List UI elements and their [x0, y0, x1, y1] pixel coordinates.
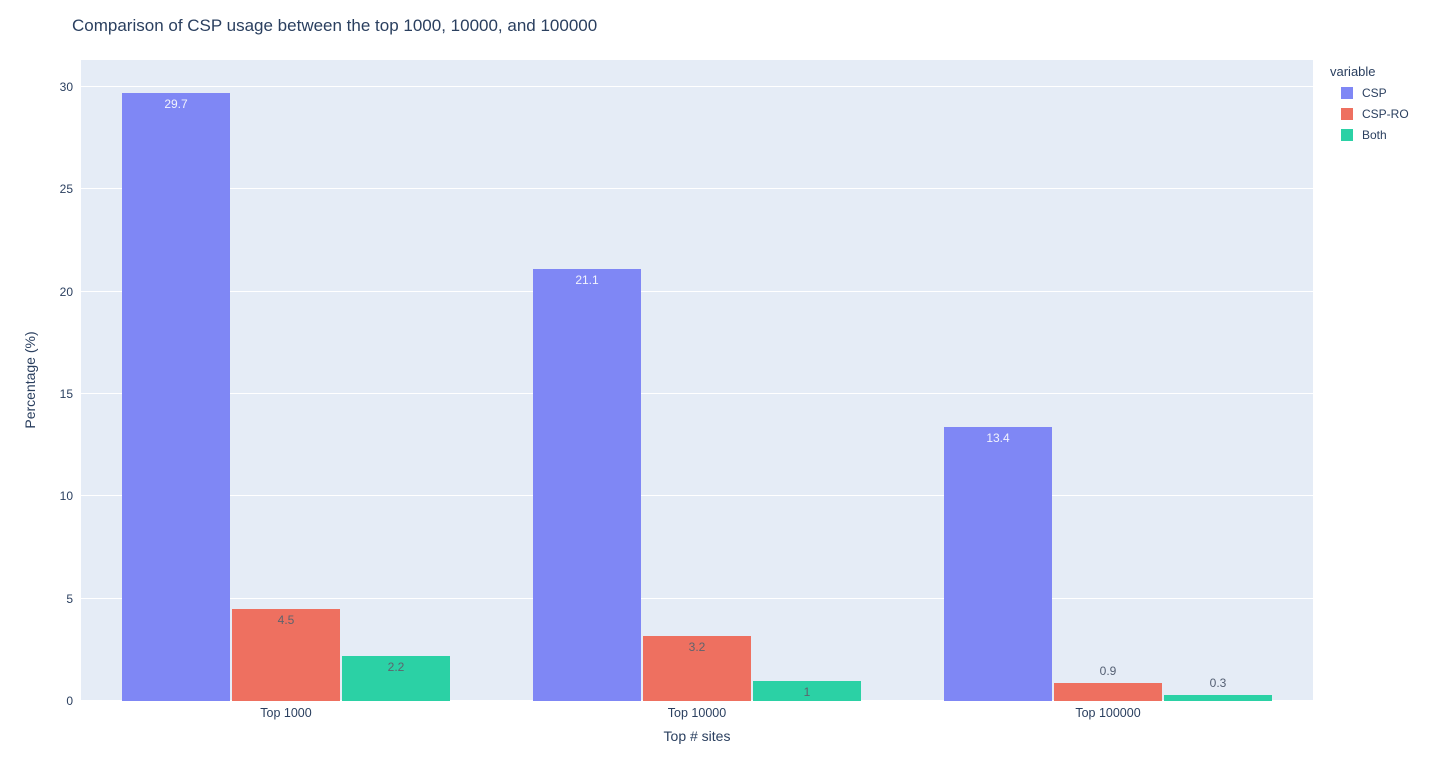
bar-value-label: 1 — [803, 685, 811, 699]
bar-value-label: 0.9 — [1099, 664, 1117, 678]
y-axis-title: Percentage (%) — [22, 331, 38, 429]
gridline-y-20 — [81, 291, 1313, 292]
x-tick-label-top-10000: Top 10000 — [667, 706, 727, 720]
y-tick-label-0: 0 — [66, 694, 73, 708]
gridline-y-25 — [81, 188, 1313, 189]
legend-title: variable — [1330, 64, 1376, 79]
bar-value-label: 4.5 — [277, 613, 295, 627]
bar-value-label: 0.3 — [1209, 676, 1227, 690]
bar-value-label: 29.7 — [164, 97, 188, 111]
y-tick-label-5: 5 — [66, 592, 73, 606]
y-tick-label-15: 15 — [59, 387, 73, 401]
legend-item-label: CSP-RO — [1362, 107, 1409, 121]
bar-value-label: 3.2 — [688, 640, 706, 654]
legend-item-label: CSP — [1362, 86, 1387, 100]
bar-both-top-1000[interactable] — [342, 656, 450, 701]
gridline-y-15 — [81, 393, 1313, 394]
bar-csp-top-100000[interactable] — [944, 427, 1052, 701]
y-tick-label-30: 30 — [59, 80, 73, 94]
legend-swatch-icon — [1341, 87, 1353, 99]
y-tick-label-25: 25 — [59, 182, 73, 196]
legend-item-csp-ro[interactable]: CSP-RO — [1341, 107, 1409, 121]
plot-area: 29.7 4.5 2.2 21.1 3.2 1 13.4 0.9 0.3 — [81, 60, 1313, 701]
legend-item-label: Both — [1362, 128, 1387, 142]
x-tick-label-top-100000: Top 100000 — [1075, 706, 1141, 720]
chart-title: Comparison of CSP usage between the top … — [72, 16, 598, 35]
bar-csp-ro-top-100000[interactable] — [1054, 683, 1162, 701]
gridline-y-10 — [81, 495, 1313, 496]
bar-csp-ro-top-10000[interactable] — [643, 636, 751, 701]
legend-swatch-icon — [1341, 129, 1353, 141]
bar-csp-top-1000[interactable] — [122, 93, 230, 701]
bar-value-label: 21.1 — [575, 273, 599, 287]
legend: variable CSP CSP-RO Both — [1330, 64, 1409, 149]
legend-swatch-icon — [1341, 108, 1353, 120]
legend-item-both[interactable]: Both — [1341, 128, 1409, 142]
bar-csp-ro-top-1000[interactable] — [232, 609, 340, 701]
bar-both-top-100000[interactable] — [1164, 695, 1272, 701]
bar-value-label: 13.4 — [986, 431, 1010, 445]
bar-value-label: 2.2 — [387, 660, 405, 674]
legend-items: CSP CSP-RO Both — [1330, 86, 1409, 142]
y-tick-label-10: 10 — [59, 489, 73, 503]
gridline-y-5 — [81, 598, 1313, 599]
bar-both-top-10000[interactable] — [753, 681, 861, 701]
x-tick-label-top-1000: Top 1000 — [260, 706, 312, 720]
gridline-y-30 — [81, 86, 1313, 87]
legend-item-csp[interactable]: CSP — [1341, 86, 1409, 100]
y-tick-label-20: 20 — [59, 285, 73, 299]
bar-csp-top-10000[interactable] — [533, 269, 641, 701]
x-axis-title: Top # sites — [663, 728, 731, 744]
